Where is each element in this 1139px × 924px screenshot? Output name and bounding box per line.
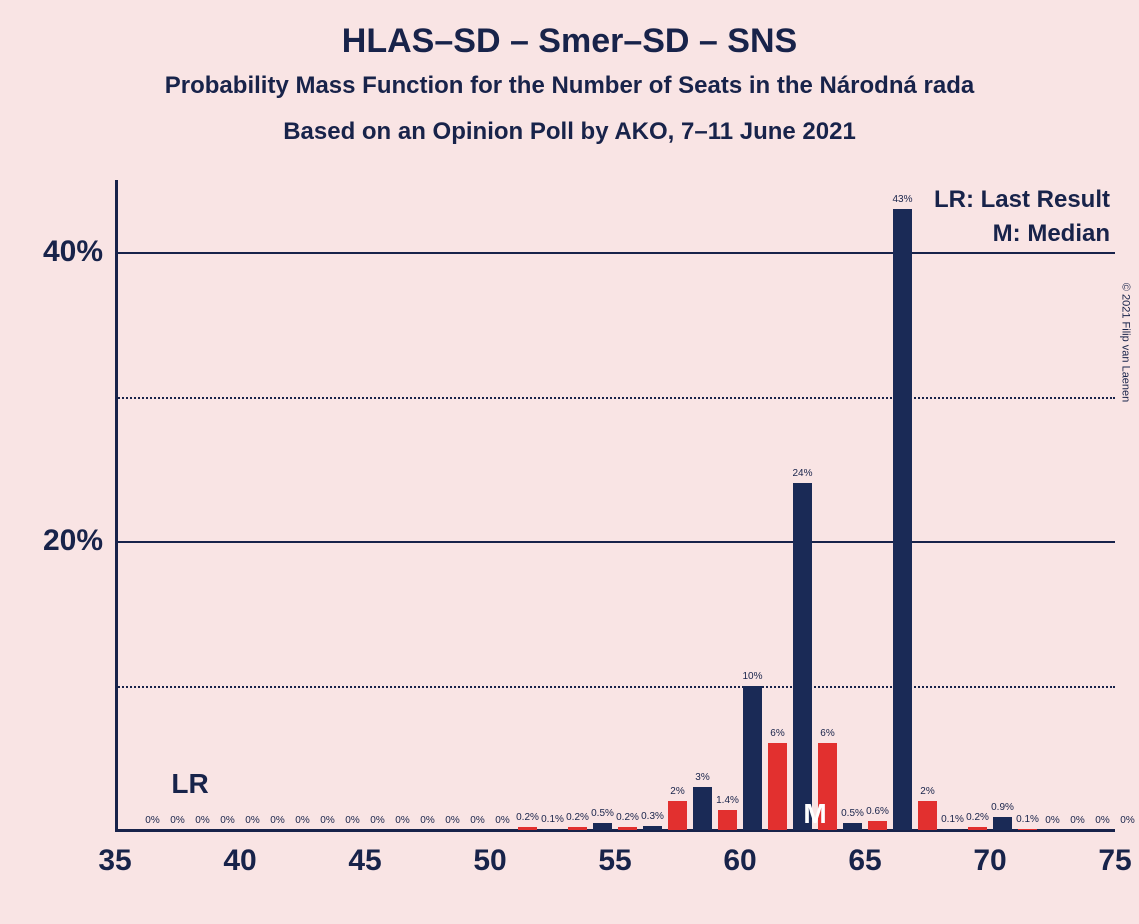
- bar-label: 0.3%: [641, 811, 664, 822]
- gridline-minor: [115, 397, 1115, 399]
- bar-label: 0.9%: [991, 802, 1014, 813]
- bar-label: 24%: [792, 468, 812, 479]
- gridline-major: [115, 252, 1115, 254]
- y-tick-label: 20%: [43, 524, 103, 558]
- bar-label: 0.6%: [866, 806, 889, 817]
- bar: [993, 817, 1013, 830]
- bar-label: 0%: [295, 815, 309, 826]
- bar-label: 0%: [145, 815, 159, 826]
- x-axis: [115, 829, 1115, 832]
- x-tick-label: 60: [723, 844, 756, 878]
- copyright-notice: © 2021 Filip van Laenen: [1119, 283, 1131, 402]
- marker-m: M: [803, 798, 826, 830]
- bar-label: 0%: [420, 815, 434, 826]
- bar-label: 1.4%: [716, 795, 739, 806]
- bar-label: 0%: [320, 815, 334, 826]
- bar-label: 0%: [1120, 815, 1134, 826]
- bar: [568, 827, 588, 830]
- x-tick-label: 70: [973, 844, 1006, 878]
- bar: [918, 801, 938, 830]
- bar: [693, 787, 713, 830]
- bar: [643, 826, 663, 830]
- bar-label: 0%: [445, 815, 459, 826]
- gridline-minor: [115, 686, 1115, 688]
- bar-label: 0.1%: [941, 814, 964, 825]
- bar: [743, 686, 763, 830]
- bar: [1018, 829, 1038, 830]
- y-tick-label: 40%: [43, 235, 103, 269]
- bar-label: 0%: [220, 815, 234, 826]
- bar-label: 0%: [170, 815, 184, 826]
- bar-label: 6%: [770, 728, 784, 739]
- bar-label: 10%: [742, 671, 762, 682]
- bar-label: 0%: [1070, 815, 1084, 826]
- bar: [593, 823, 613, 830]
- bar-label: 2%: [670, 786, 684, 797]
- bar-label: 0%: [245, 815, 259, 826]
- bar-label: 3%: [695, 772, 709, 783]
- plot-area: 20%40%3540455055606570750%0%0%0%0%0%0%0%…: [115, 180, 1115, 830]
- bar-label: 6%: [820, 728, 834, 739]
- x-tick-label: 65: [848, 844, 881, 878]
- bar-label: 0.2%: [516, 812, 539, 823]
- bar-label: 0%: [395, 815, 409, 826]
- legend: LR: Last Result M: Median: [915, 186, 1110, 248]
- x-tick-label: 50: [473, 844, 506, 878]
- chart-subtitle-1: Probability Mass Function for the Number…: [0, 72, 1139, 100]
- legend-m: M: Median: [915, 220, 1110, 248]
- x-tick-label: 35: [98, 844, 131, 878]
- gridline-major: [115, 541, 1115, 543]
- bar-label: 0.1%: [541, 814, 564, 825]
- marker-lr: LR: [171, 768, 208, 800]
- bar-label: 0%: [370, 815, 384, 826]
- bar: [868, 821, 888, 830]
- bar-label: 0%: [470, 815, 484, 826]
- x-tick-label: 40: [223, 844, 256, 878]
- bar-label: 0%: [270, 815, 284, 826]
- bar-label: 0.2%: [616, 812, 639, 823]
- chart-subtitle-2: Based on an Opinion Poll by AKO, 7–11 Ju…: [0, 118, 1139, 146]
- bar-label: 0.5%: [591, 808, 614, 819]
- bar-label: 2%: [920, 786, 934, 797]
- chart-container: HLAS–SD – Smer–SD – SNS Probability Mass…: [0, 0, 1139, 924]
- bar: [668, 801, 688, 830]
- y-axis: [115, 180, 118, 830]
- bar: [943, 829, 963, 830]
- bar: [543, 829, 563, 830]
- bar: [618, 827, 638, 830]
- chart-title: HLAS–SD – Smer–SD – SNS: [0, 22, 1139, 61]
- bar-label: 0%: [495, 815, 509, 826]
- x-tick-label: 55: [598, 844, 631, 878]
- bar-label: 0.5%: [841, 808, 864, 819]
- x-tick-label: 75: [1098, 844, 1131, 878]
- bar-label: 0.1%: [1016, 814, 1039, 825]
- bar: [968, 827, 988, 830]
- bar: [793, 483, 813, 830]
- bar-label: 43%: [892, 194, 912, 205]
- bar-label: 0%: [1045, 815, 1059, 826]
- bar-label: 0.2%: [566, 812, 589, 823]
- bar: [518, 827, 538, 830]
- bar: [718, 810, 738, 830]
- bar-label: 0%: [345, 815, 359, 826]
- bar: [768, 743, 788, 830]
- bar-label: 0%: [195, 815, 209, 826]
- bar: [893, 209, 913, 830]
- bar: [843, 823, 863, 830]
- bar-label: 0%: [1095, 815, 1109, 826]
- bar-label: 0.2%: [966, 812, 989, 823]
- legend-lr: LR: Last Result: [915, 186, 1110, 214]
- x-tick-label: 45: [348, 844, 381, 878]
